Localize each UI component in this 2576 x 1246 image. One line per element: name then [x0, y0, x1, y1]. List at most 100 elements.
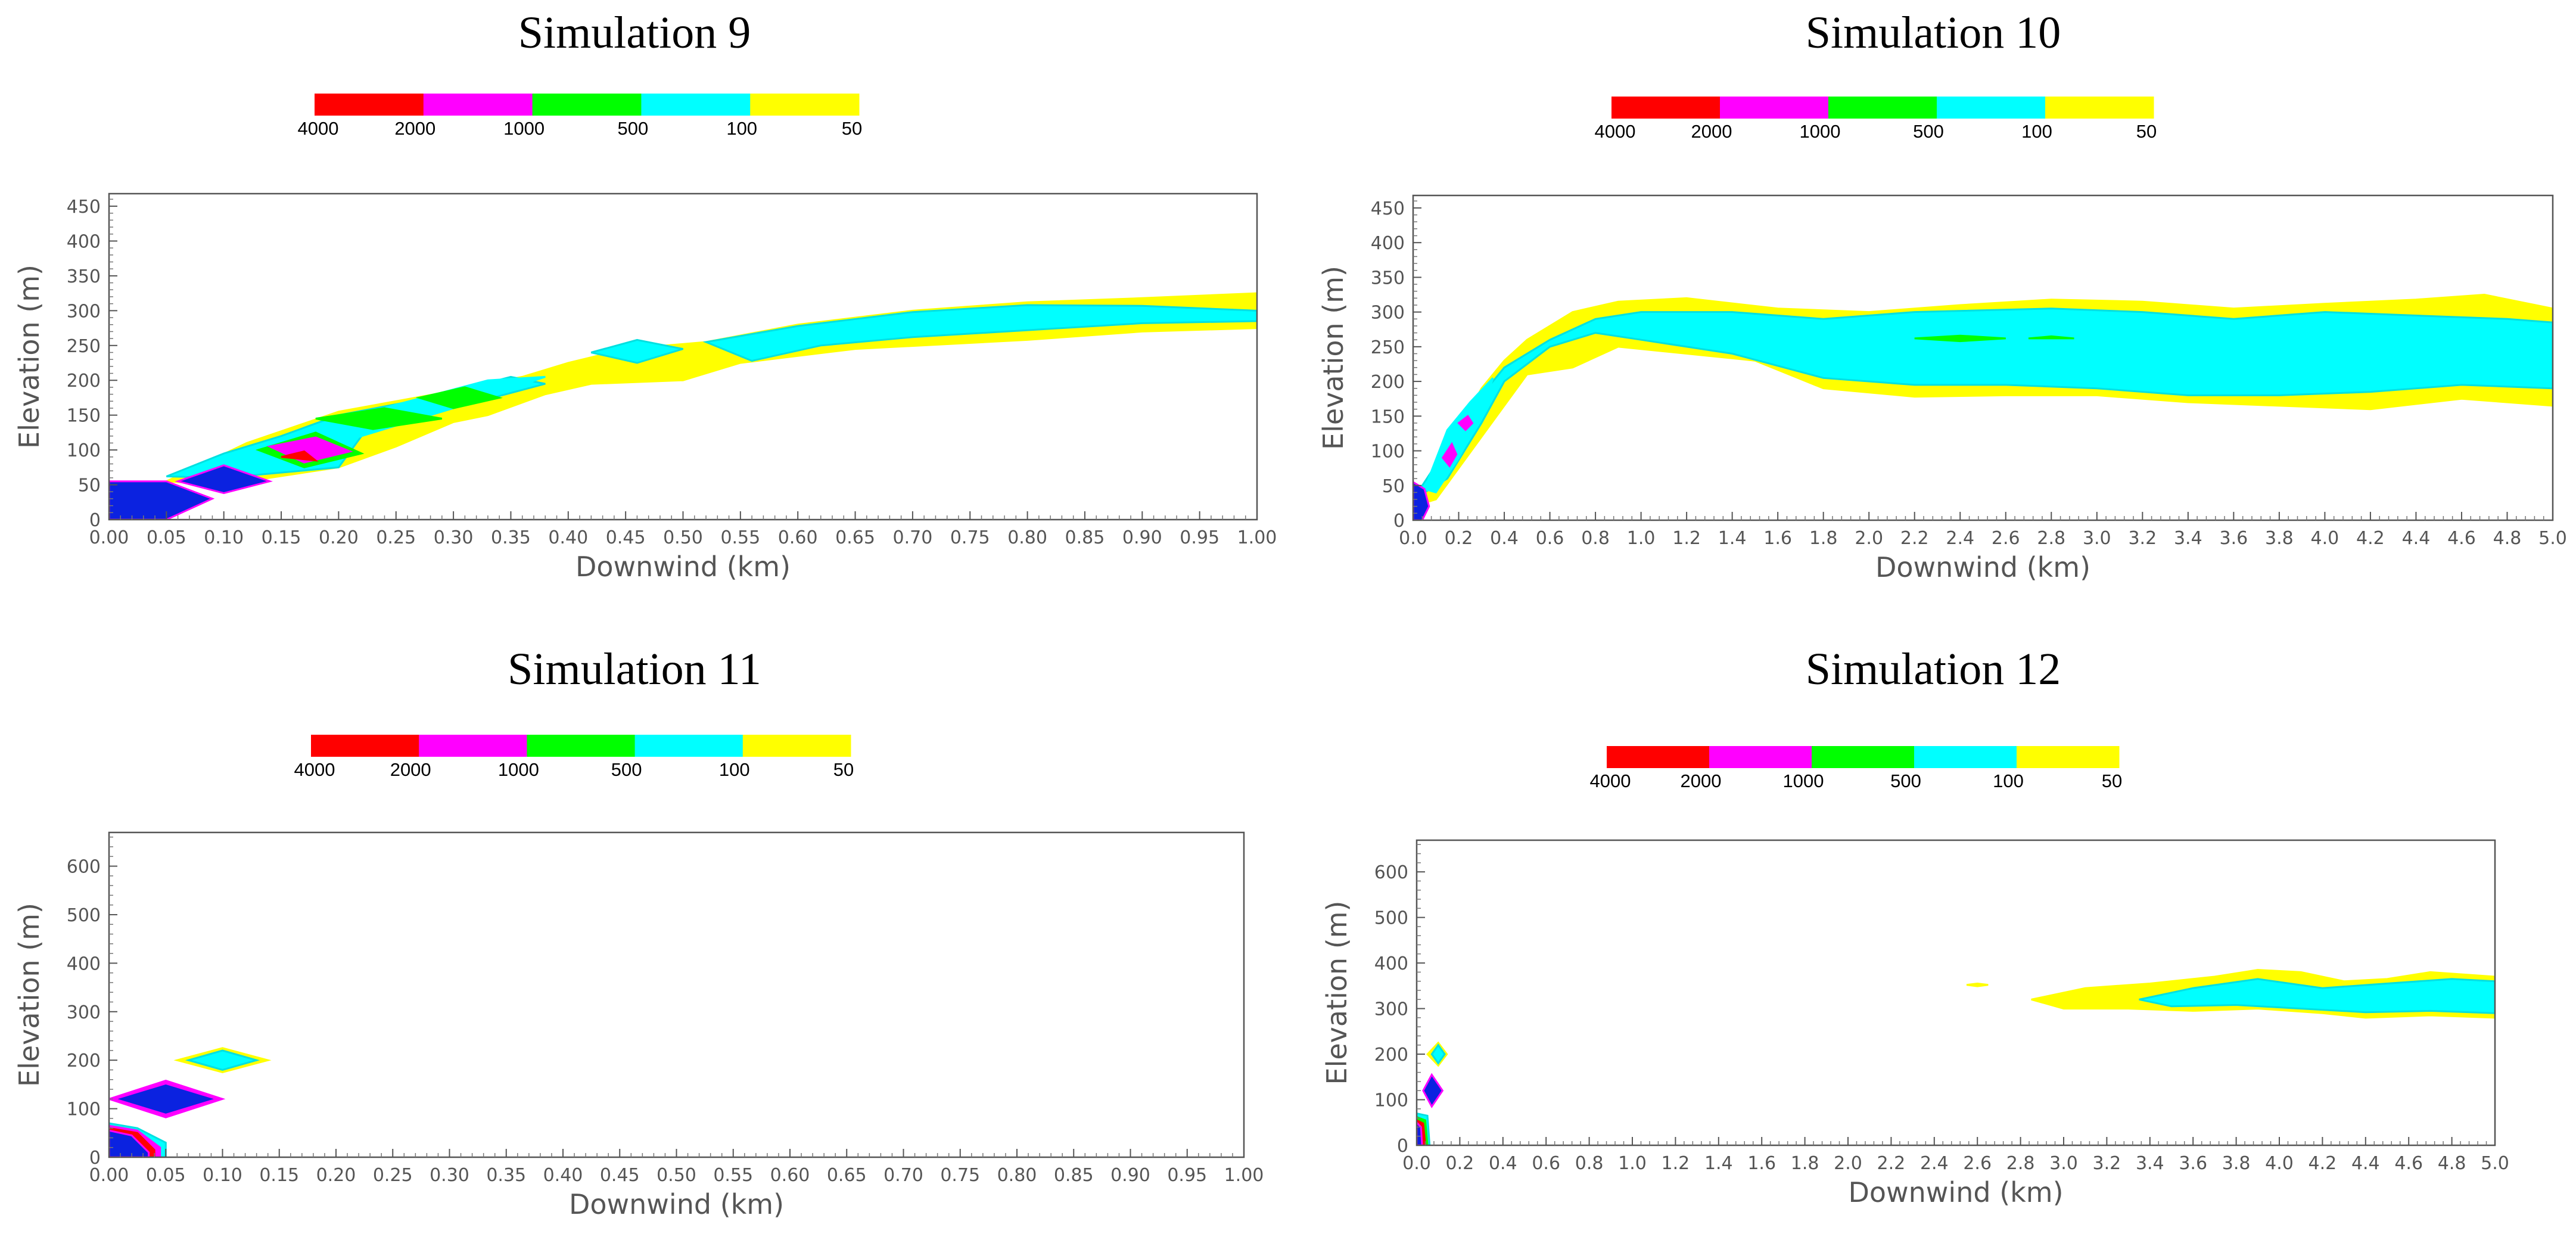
x-tick-label: 0.6 [1532, 1153, 1560, 1174]
colorbar-label: 100 [719, 759, 750, 780]
contour-regions [1417, 969, 2495, 1145]
x-tick-label: 0.35 [491, 527, 531, 548]
y-tick-label: 400 [1371, 233, 1405, 254]
x-tick-label: 0.75 [950, 527, 990, 548]
x-tick-label: 0.8 [1575, 1153, 1604, 1174]
x-tick-label: 3.8 [2222, 1153, 2251, 1174]
x-tick-label: 2.4 [1946, 528, 1974, 549]
x-tick-label: 0.90 [1122, 527, 1162, 548]
colorbar-swatch [2045, 97, 2154, 119]
x-tick-label: 2.6 [1992, 528, 2020, 549]
panel-simulation-12: Simulation 12 4000 2000 1000 500 100 50 0.0 0.2 0… [1321, 644, 2509, 1208]
x-axis-label: Downwind (km) [1848, 1176, 2063, 1208]
x-tick-label: 0.40 [543, 1165, 583, 1186]
y-tick-label: 0 [89, 510, 101, 531]
x-tick-label: 1.8 [1809, 528, 1838, 549]
colorbar-label: 500 [611, 759, 642, 780]
x-tick-label: 5.0 [2538, 528, 2567, 549]
x-tick-label: 4.0 [2311, 528, 2339, 549]
y-tick-label: 100 [1374, 1090, 1408, 1111]
colorbar-label: 50 [833, 759, 854, 780]
x-tick-label: 0.25 [373, 1165, 413, 1186]
x-tick-label: 3.4 [2174, 528, 2202, 549]
panel-title: Simulation 12 [1806, 644, 2061, 694]
x-tick-label: 2.2 [1877, 1153, 1906, 1174]
y-tick-label: 450 [1371, 198, 1405, 219]
contour-region-50 [1966, 982, 1989, 987]
y-tick-label: 300 [67, 1002, 101, 1023]
x-tick-label: 0.0 [1402, 1153, 1431, 1174]
colorbar-swatch [742, 735, 851, 757]
x-tick-label: 0.95 [1180, 527, 1219, 548]
x-tick-label: 4.8 [2493, 528, 2522, 549]
x-tick-label: 4.4 [2402, 528, 2431, 549]
colorbar-label: 500 [618, 118, 649, 139]
contour-region-blue [1422, 1073, 1444, 1108]
panel-title: Simulation 10 [1806, 8, 2061, 58]
x-tick-label: 0.80 [997, 1165, 1037, 1186]
x-tick-label: 3.6 [2220, 528, 2248, 549]
colorbar-label: 4000 [294, 759, 335, 780]
x-tick-label: 1.4 [1704, 1153, 1733, 1174]
contour-region-blue [1417, 1121, 1423, 1145]
colorbar-swatch [1914, 746, 2017, 768]
x-axis-label: Downwind (km) [575, 551, 791, 583]
contour-region-blue [109, 480, 215, 520]
plot-frame [1412, 194, 2554, 521]
y-tick-label: 350 [1371, 268, 1405, 288]
contour-region-100 [2139, 978, 2495, 1014]
x-tick-label: 0.15 [262, 527, 301, 548]
colorbar-label: 1000 [503, 118, 545, 139]
y-tick-label: 0 [1393, 511, 1405, 532]
colorbar-label: 2000 [1681, 770, 1722, 791]
x-tick-label: 0.85 [1065, 527, 1105, 548]
x-tick-label: 0.6 [1536, 528, 1564, 549]
y-tick-label: 150 [67, 406, 101, 427]
colorbar-swatch [1607, 746, 1710, 768]
x-tick-label: 0.45 [600, 1165, 640, 1186]
x-tick-label: 0.00 [89, 527, 129, 548]
plot-frame [108, 831, 1245, 1158]
x-tick-label: 0.30 [434, 527, 474, 548]
colorbar-swatch [750, 94, 860, 116]
colorbar-label: 4000 [298, 118, 339, 139]
panel-title: Simulation 11 [508, 644, 761, 694]
x-tick-label: 0.70 [883, 1165, 923, 1186]
y-tick-label: 600 [1374, 862, 1408, 883]
colorbar-swatch [2017, 746, 2120, 768]
panel-title: Simulation 9 [518, 8, 751, 58]
contour-regions [109, 292, 1257, 520]
x-tick-label: 0.60 [770, 1165, 810, 1186]
colorbar-label: 4000 [1590, 770, 1631, 791]
colorbar-swatch [419, 735, 527, 757]
x-tick-label: 4.6 [2447, 528, 2476, 549]
colorbar-label: 2000 [390, 759, 431, 780]
x-tick-label: 2.0 [1855, 528, 1883, 549]
x-tick-label: 3.0 [2083, 528, 2111, 549]
y-tick-label: 400 [1374, 953, 1408, 974]
y-tick-label: 300 [1374, 999, 1408, 1020]
colorbar-label: 2000 [1691, 121, 1732, 142]
x-tick-label: 1.8 [1791, 1153, 1819, 1174]
y-tick-label: 300 [67, 301, 101, 322]
contour-region-50 [163, 292, 1257, 486]
x-tick-label: 3.4 [2136, 1153, 2164, 1174]
x-tick-label: 1.0 [1627, 528, 1656, 549]
y-tick-label: 500 [1374, 908, 1408, 929]
y-tick-label: 200 [67, 371, 101, 391]
y-tick-label: 250 [67, 336, 101, 357]
colorbar-swatch [1937, 97, 2046, 119]
colorbar-label: 50 [2102, 770, 2122, 791]
contour-regions [1413, 293, 2553, 520]
colorbar-label: 1000 [1783, 770, 1824, 791]
x-tick-label: 0.05 [146, 1165, 186, 1186]
x-tick-label: 4.2 [2309, 1153, 2337, 1174]
colorbar-swatch [423, 94, 533, 116]
contour-region-1000 [415, 386, 503, 409]
x-tick-label: 3.2 [2093, 1153, 2121, 1174]
y-axis-label: Elevation (m) [13, 903, 45, 1087]
x-tick-label: 0.2 [1446, 1153, 1474, 1174]
x-tick-label: 0.25 [376, 527, 416, 548]
